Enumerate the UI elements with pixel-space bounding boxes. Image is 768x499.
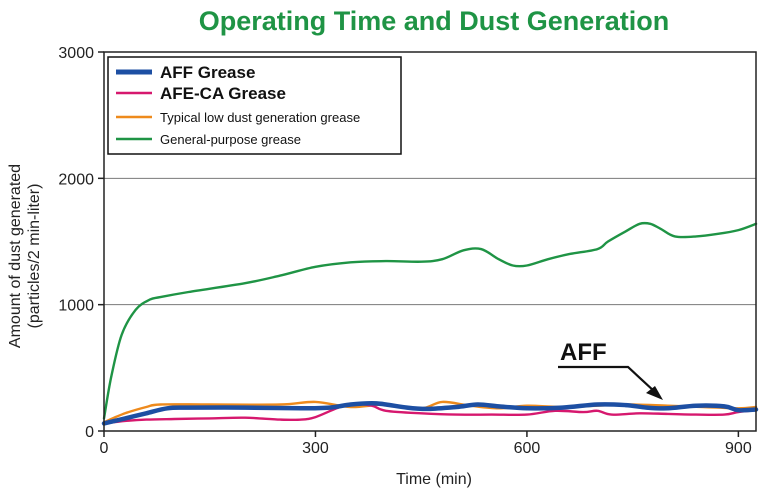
aff-annotation-label: AFF xyxy=(560,339,607,366)
legend-label-general-purpose-grease: General-purpose grease xyxy=(160,132,301,147)
legend: AFF Grease AFE-CA Grease Typical low dust … xyxy=(107,56,402,155)
y-axis-label-line2: (particles/2 min-liter) xyxy=(26,184,43,329)
series-line-afe-ca-grease xyxy=(102,402,758,425)
y-tick-label: 2000 xyxy=(58,171,94,188)
y-tick-label: 1000 xyxy=(58,298,94,315)
legend-label-typical-low-dust-generation-grease: Typical low dust generation grease xyxy=(160,110,360,125)
y-tick-label: 3000 xyxy=(58,45,94,62)
x-tick-label: 0 xyxy=(100,440,109,457)
legend-label-afe-ca-grease: AFE-CA Grease xyxy=(160,84,286,103)
y-axis-label: Amount of dust generated (particles/2 mi… xyxy=(7,164,43,348)
x-axis-label: Time (min) xyxy=(396,471,472,488)
aff-annotation-arrowhead xyxy=(646,386,663,400)
ticks: 0 1000 2000 3000 0 300 600 900 xyxy=(58,45,751,457)
series-line-typical-low-dust-generation-grease xyxy=(102,400,758,424)
chart-title: Operating Time and Dust Generation xyxy=(199,6,670,36)
series-line-general-purpose-grease xyxy=(102,221,758,420)
y-tick-label: 0 xyxy=(85,424,94,441)
legend-label-aff-grease: AFF Grease xyxy=(160,63,255,82)
grid xyxy=(104,177,756,306)
y-axis-label-line1: Amount of dust generated xyxy=(7,164,24,348)
plot-frame xyxy=(103,51,757,432)
x-tick-label: 600 xyxy=(514,440,541,457)
legend-box xyxy=(107,56,402,155)
aff-annotation-arrow xyxy=(558,365,656,393)
aff-annotation: AFF xyxy=(558,339,663,400)
series-group xyxy=(101,221,759,426)
series-line-aff-grease xyxy=(101,400,759,426)
x-tick-label: 300 xyxy=(302,440,329,457)
x-tick-label: 900 xyxy=(725,440,752,457)
